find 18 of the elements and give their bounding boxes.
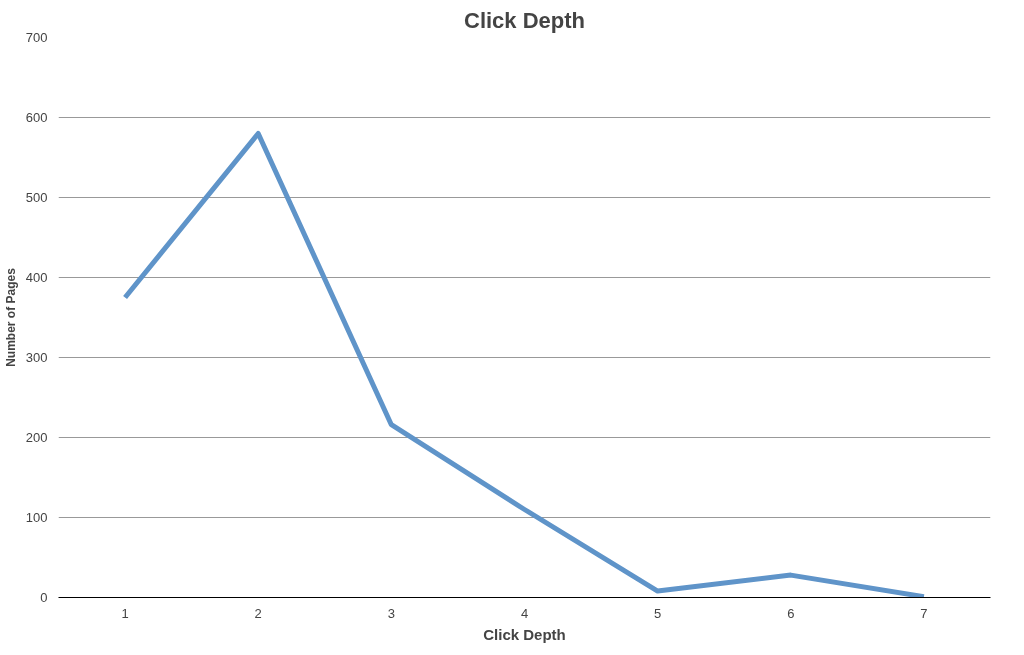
x-tick-label: 2 xyxy=(254,605,262,621)
x-tick-label: 1 xyxy=(121,605,129,621)
y-tick-label: 300 xyxy=(25,350,48,365)
y-tick-label: 200 xyxy=(25,430,48,445)
y-tick-label: 600 xyxy=(25,110,48,125)
y-tick-label: 100 xyxy=(25,510,48,525)
x-tick-label: 3 xyxy=(387,605,395,621)
y-axis-title: Number of Pages xyxy=(3,267,18,367)
y-tick-label: 400 xyxy=(25,270,48,285)
chart-title: Click Depth xyxy=(463,7,586,33)
y-tick-label: 700 xyxy=(25,30,48,45)
x-tick-label: 5 xyxy=(654,605,662,621)
x-tick-label: 4 xyxy=(520,605,529,621)
x-tick-label: 6 xyxy=(787,605,795,621)
y-tick-label: 500 xyxy=(25,190,48,205)
y-tick-label: 0 xyxy=(40,590,48,605)
x-tick-label: 7 xyxy=(920,605,928,621)
x-axis-title: Click Depth xyxy=(483,625,566,643)
